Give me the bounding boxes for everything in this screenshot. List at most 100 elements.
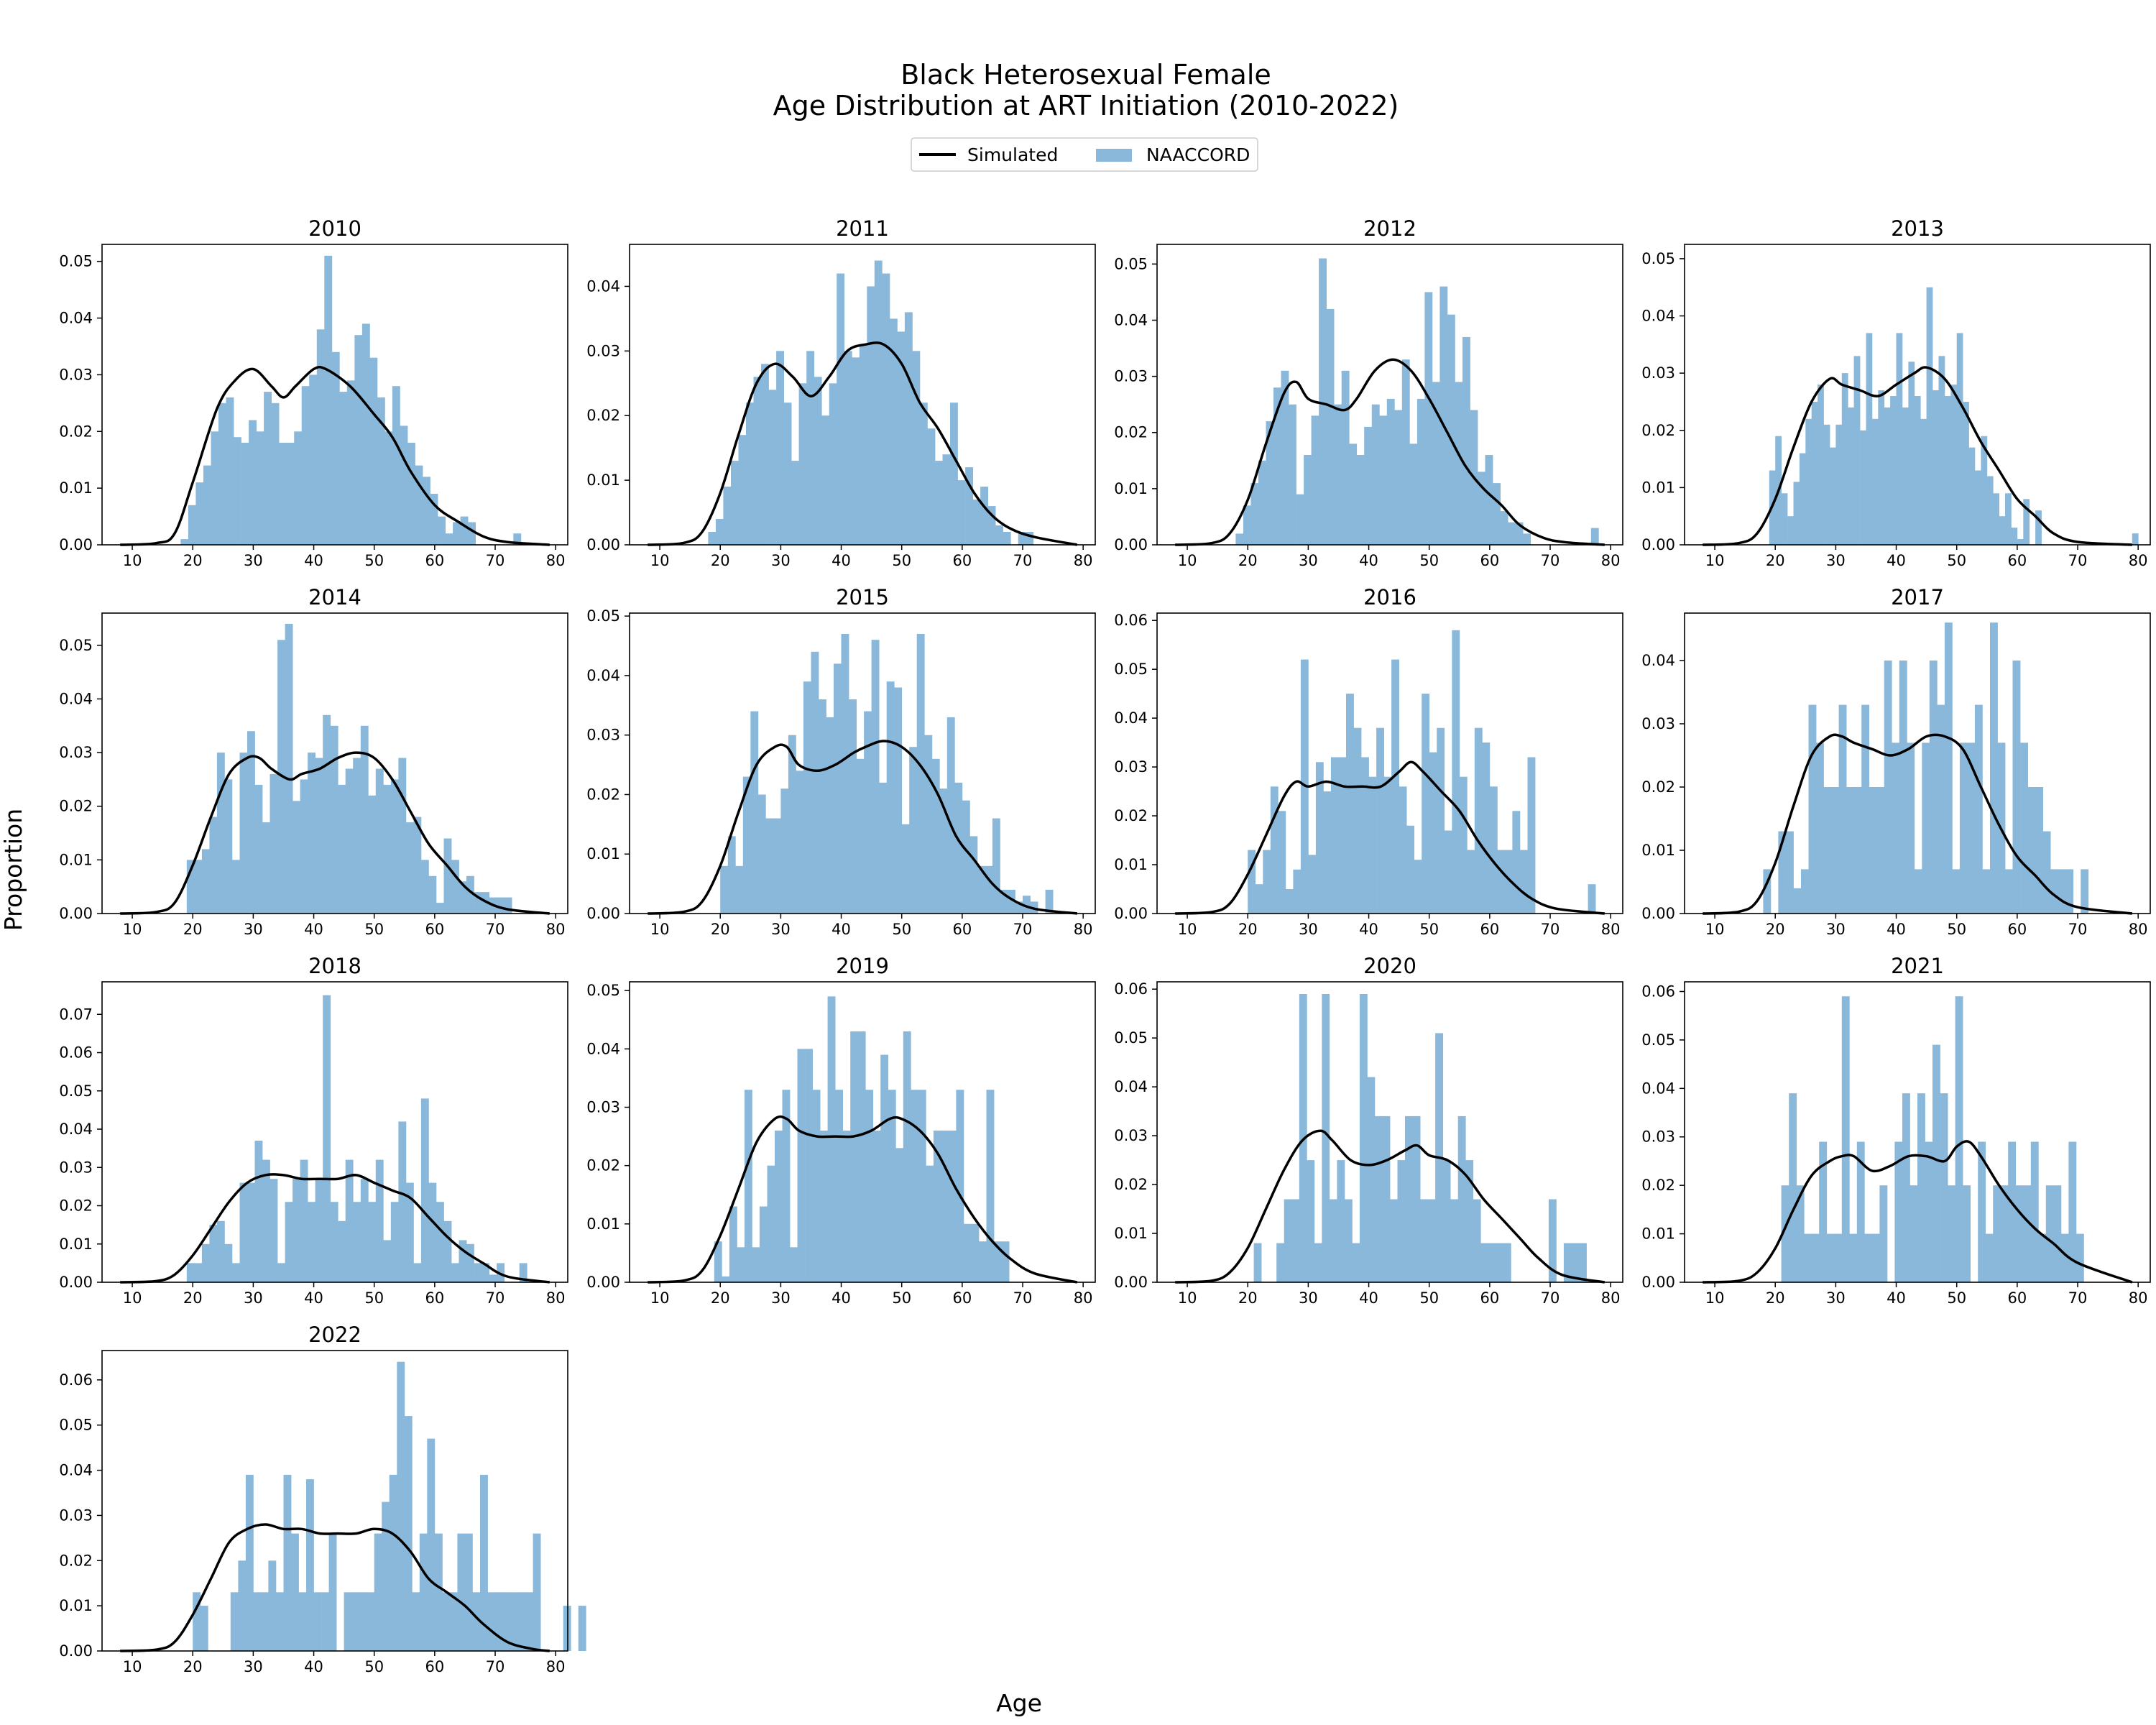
histogram-bar bbox=[1243, 505, 1251, 545]
histogram-bar bbox=[871, 640, 880, 914]
histogram-bar bbox=[773, 818, 781, 914]
histogram-bar bbox=[729, 1206, 737, 1282]
histogram-bar bbox=[451, 860, 459, 914]
y-tick-label: 0.05 bbox=[59, 1082, 93, 1100]
x-tick-label: 70 bbox=[2068, 1289, 2088, 1307]
histogram-bar bbox=[2015, 1185, 2024, 1282]
histogram-bar bbox=[254, 1141, 263, 1282]
histogram-bar bbox=[323, 714, 331, 914]
y-tick-label: 0.03 bbox=[586, 727, 620, 744]
histogram-bar bbox=[301, 386, 310, 545]
histogram-bar bbox=[2005, 493, 2012, 545]
histogram-bar bbox=[1909, 1185, 1918, 1282]
histogram-bar bbox=[842, 1131, 851, 1282]
simulated-kde-line bbox=[648, 740, 1077, 915]
histogram-bar bbox=[1834, 1233, 1843, 1282]
histogram-bar bbox=[1285, 889, 1294, 914]
histogram-bar bbox=[1018, 532, 1026, 545]
histogram-bar bbox=[964, 1223, 972, 1282]
x-tick-label: 70 bbox=[1013, 1289, 1033, 1307]
histogram-bar bbox=[368, 1202, 377, 1282]
histogram-bar bbox=[1383, 776, 1392, 914]
histogram-bar bbox=[1781, 1185, 1789, 1282]
histogram-bar bbox=[1787, 516, 1794, 545]
x-tick-label: 10 bbox=[1705, 921, 1725, 938]
y-tick-label: 0.06 bbox=[59, 1371, 93, 1389]
x-tick-label: 70 bbox=[2068, 921, 2088, 938]
histogram-bar bbox=[1869, 787, 1877, 914]
histogram-bar bbox=[331, 351, 340, 545]
histogram-bar bbox=[904, 312, 913, 545]
histogram-bar bbox=[464, 1533, 473, 1651]
histogram-bar bbox=[502, 1592, 511, 1651]
histogram-bar bbox=[1409, 443, 1418, 545]
figure-title-line-1: Black Heterosexual Female bbox=[900, 59, 1271, 91]
histogram-bar bbox=[897, 331, 906, 545]
histogram-bar bbox=[737, 1247, 745, 1282]
subplot-title: 2015 bbox=[836, 585, 889, 610]
histogram-bar bbox=[852, 357, 860, 545]
x-tick-label: 10 bbox=[123, 1658, 142, 1675]
y-tick-label: 0.01 bbox=[59, 1236, 93, 1253]
histogram-bar bbox=[487, 1592, 496, 1651]
histogram-bar bbox=[727, 836, 736, 914]
y-tick-label: 0.01 bbox=[586, 1215, 620, 1233]
histogram-bar bbox=[1493, 483, 1501, 545]
x-axis-ticks: 10 20 30 40 50 60 70 80 bbox=[650, 1282, 1093, 1307]
histogram-bar bbox=[941, 1131, 949, 1282]
histogram-bar bbox=[1462, 336, 1470, 545]
legend-frame bbox=[911, 137, 1258, 172]
histogram-bar bbox=[489, 1274, 497, 1282]
histogram-bar bbox=[1763, 869, 1772, 914]
histogram-bar bbox=[239, 1182, 248, 1282]
histogram-bar bbox=[361, 323, 370, 545]
histogram-bar bbox=[1963, 402, 1969, 545]
histogram-bar bbox=[1503, 1243, 1511, 1282]
histogram-bar bbox=[1273, 387, 1281, 545]
histogram-bar bbox=[283, 1474, 292, 1651]
x-tick-label: 60 bbox=[952, 921, 972, 938]
histogram-bar bbox=[1826, 1233, 1835, 1282]
histogram-bar bbox=[1848, 407, 1854, 545]
histogram-bar bbox=[459, 1240, 467, 1282]
x-axis-ticks: 10 20 30 40 50 60 70 80 bbox=[1178, 914, 1621, 938]
histogram-bar bbox=[987, 506, 996, 545]
y-axis-ticks: 0.00 0.01 0.02 0.03 0.04 0.05 bbox=[1641, 250, 1685, 553]
y-tick-label: 0.02 bbox=[1114, 807, 1148, 824]
histogram-bar bbox=[1527, 757, 1536, 914]
histogram-bar bbox=[1781, 493, 1788, 545]
histogram-bar bbox=[1414, 860, 1422, 914]
histogram-bar bbox=[1023, 896, 1031, 914]
histogram-bar bbox=[1894, 1141, 1903, 1282]
histogram-bar bbox=[1884, 661, 1892, 914]
x-tick-label: 30 bbox=[771, 921, 791, 938]
x-tick-label: 20 bbox=[183, 1289, 203, 1307]
histogram-bar bbox=[1367, 1077, 1376, 1282]
x-tick-label: 60 bbox=[952, 552, 972, 569]
histogram-bar bbox=[1478, 472, 1485, 545]
histogram-bar bbox=[1482, 742, 1491, 914]
simulated-kde-line bbox=[120, 751, 550, 915]
histogram-bar bbox=[933, 1131, 941, 1282]
histogram-bar bbox=[201, 849, 210, 914]
y-tick-label: 0.02 bbox=[59, 423, 93, 440]
histogram-bar bbox=[765, 818, 774, 914]
histogram-bar bbox=[1985, 1233, 1994, 1282]
histogram-bar bbox=[1952, 869, 1961, 914]
histogram-bar bbox=[2011, 528, 2018, 545]
legend-simulated-label: Simulated bbox=[967, 144, 1058, 165]
histogram-bar bbox=[948, 1131, 957, 1282]
histogram-bar bbox=[1045, 889, 1054, 914]
y-axis-ticks: 0.00 0.01 0.02 0.03 0.04 0.05 bbox=[586, 982, 630, 1291]
histogram-bar bbox=[291, 1533, 299, 1651]
histogram-bar bbox=[392, 386, 400, 545]
x-tick-label: 30 bbox=[771, 552, 791, 569]
y-tick-label: 0.00 bbox=[59, 905, 93, 922]
x-tick-label: 10 bbox=[1178, 921, 1197, 938]
histogram-bar bbox=[428, 875, 437, 914]
histogram-bar bbox=[239, 753, 248, 914]
y-tick-label: 0.04 bbox=[1114, 709, 1148, 727]
histogram-bar bbox=[886, 681, 895, 914]
subplot-2014: 2014 10 20 30 40 50 60 70 80 0.00 0.01 0.02 0.03 0.04… bbox=[59, 585, 568, 938]
